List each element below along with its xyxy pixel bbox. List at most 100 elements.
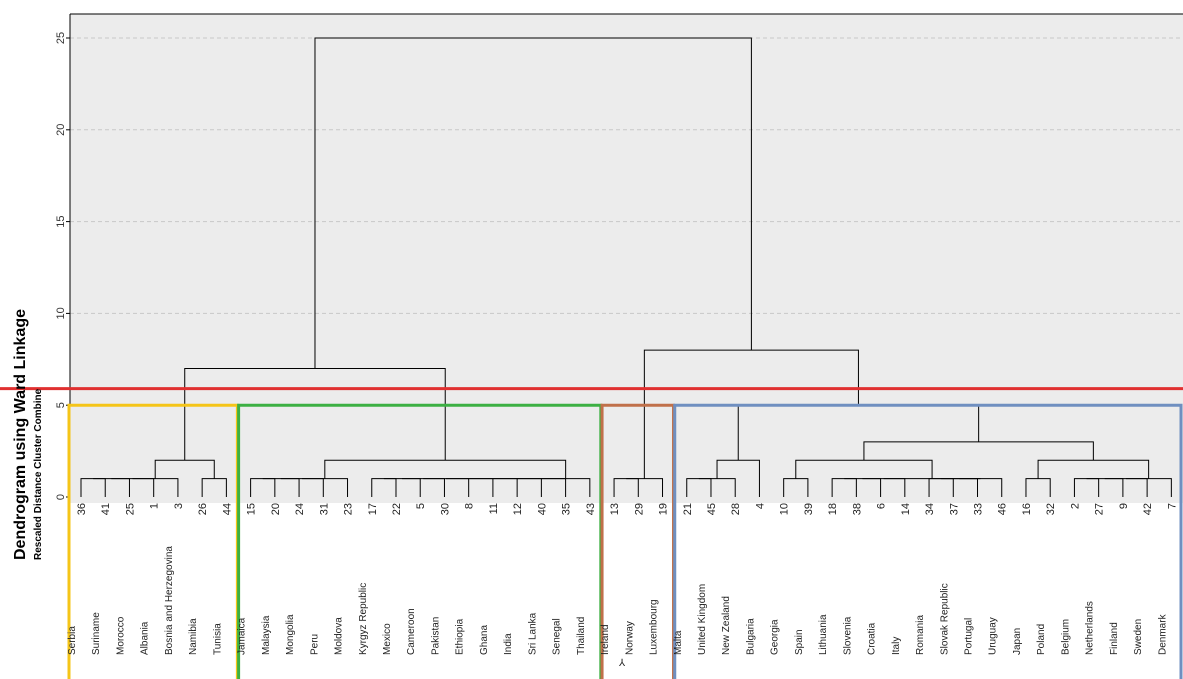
country-label: Senegal	[552, 618, 563, 655]
country-label: Suriname	[91, 612, 102, 655]
plot-background	[70, 14, 1183, 503]
leaf-id-label: 21	[682, 503, 694, 515]
country-label: Ghana	[479, 625, 490, 655]
country-label: Namibia	[188, 618, 199, 655]
country-label: New Zealand	[721, 596, 732, 655]
chart-title: Dendrogram using Ward Linkage	[12, 309, 29, 560]
dendrogram-links	[80, 37, 1172, 497]
leaf-id-label: 15	[246, 503, 258, 515]
country-label: Bosnia and Herzegovina	[164, 546, 175, 655]
country-label: Jamaica	[237, 617, 248, 655]
y-tick-label: 15	[55, 215, 67, 227]
leaf-id-label: 9	[1118, 503, 1130, 509]
country-label: Uruguay	[988, 617, 999, 655]
country-label: Moldova	[334, 617, 345, 655]
country-label: Italy	[891, 637, 902, 655]
leaf-id-label: 42	[1142, 503, 1154, 515]
country-label: Pakistan	[430, 617, 441, 655]
leaf-id-label: 3	[173, 503, 185, 509]
dendrogram-link	[132, 478, 179, 497]
country-label: Georgia	[770, 619, 781, 655]
country-label: Serbia	[67, 626, 78, 655]
country-label: Cameroon	[406, 608, 417, 655]
leaf-id-label: 4	[754, 503, 766, 509]
y-tick-label: 25	[55, 32, 67, 44]
leaf-id-label: 19	[658, 503, 670, 515]
country-label: Morocco	[115, 616, 126, 655]
leaf-id-label: 12	[512, 503, 524, 515]
cluster-box	[673, 403, 1183, 679]
leaf-id-label: 24	[294, 503, 306, 515]
country-label: Belgium	[1060, 619, 1071, 655]
leaf-id-label: 23	[343, 503, 355, 515]
country-label: Malaysia	[261, 615, 272, 655]
country-label: India	[503, 633, 514, 655]
dendrogram-link	[698, 478, 736, 497]
leaf-id-label: 27	[1094, 503, 1106, 515]
leaf-id-label: 46	[997, 503, 1009, 515]
leaf-id-label: 8	[464, 503, 476, 509]
leaf-id-label: 5	[415, 503, 427, 509]
leaf-id-label: 40	[536, 503, 548, 515]
country-label: Denmark	[1157, 613, 1168, 655]
y-axis: 0 5 10 15 20 25	[55, 13, 1183, 503]
country-label: Ireland	[600, 624, 611, 655]
country-label: Slovak Republic	[939, 583, 950, 655]
leaf-id-label: 32	[1045, 503, 1057, 515]
leaf-id-label: 17	[367, 503, 379, 515]
country-label: Romania	[915, 615, 926, 655]
country-label: Kyrgyz Republic	[358, 583, 369, 655]
country-label: Slovenia	[842, 616, 853, 655]
country-label: Lithuania	[818, 614, 829, 655]
leaf-id-label: 1	[149, 503, 161, 509]
y-tick-label: 20	[55, 124, 67, 136]
leaf-id-label: 29	[633, 503, 645, 515]
leaf-id-label: 22	[391, 503, 403, 515]
y-axis-label: Rescaled Distance Cluster Combine	[33, 388, 44, 560]
leaf-id-label: 39	[803, 503, 815, 515]
leaf-id-label: 36	[76, 503, 88, 515]
country-labels: Serbia Suriname Morocco Albania Bosnia and H…	[67, 546, 1168, 655]
country-label: Thailand	[576, 617, 587, 655]
leaf-id-label: 30	[439, 503, 451, 515]
y-tick-label: 10	[55, 307, 67, 319]
country-label: Sri Lanka	[527, 612, 538, 655]
leaf-id-label: 43	[585, 503, 597, 515]
y-tick-label: 0	[55, 494, 67, 500]
leaf-id-label: 13	[609, 503, 621, 515]
leaf-id-label: 35	[561, 503, 573, 515]
y-tick-label: 5	[55, 402, 67, 408]
country-label: Mongolia	[285, 614, 296, 655]
leaf-id-label: 38	[851, 503, 863, 515]
country-label: Luxembourg	[649, 599, 660, 655]
country-label: Norway	[624, 621, 635, 655]
leaf-id-label: 33	[973, 503, 985, 515]
leaf-id-label: 25	[124, 503, 136, 515]
country-label: Spain	[794, 629, 805, 655]
dendrogram-link	[541, 478, 591, 497]
country-label: Netherlands	[1085, 601, 1096, 655]
country-label: Mexico	[382, 623, 393, 655]
country-label: Peru	[309, 634, 320, 655]
country-label: Bulgaria	[745, 618, 756, 655]
leaf-id-label: 14	[900, 503, 912, 515]
leaf-id-label: 37	[948, 503, 960, 515]
leaf-id-label: 2	[1069, 503, 1081, 509]
country-label: Ethiopia	[455, 618, 466, 655]
annotation-mark: ⅄	[618, 658, 626, 669]
leaf-id-label: 41	[100, 503, 112, 515]
country-label: Finland	[1109, 622, 1120, 655]
country-label: United Kingdom	[697, 584, 708, 655]
leaf-id-label: 34	[924, 503, 936, 515]
country-label: Poland	[1036, 624, 1047, 655]
leaf-id-label: 11	[488, 503, 500, 514]
country-label: Albania	[140, 621, 151, 655]
dendrogram-link	[1125, 478, 1172, 497]
leaf-id-label: 28	[730, 503, 742, 515]
leaf-id-label: 7	[1166, 503, 1178, 509]
leaf-id-label: 26	[197, 503, 209, 515]
leaf-id-label: 18	[827, 503, 839, 515]
leaf-id-label: 6	[876, 503, 888, 509]
country-label: Tunisia	[212, 623, 223, 655]
country-label: Malta	[673, 630, 684, 655]
